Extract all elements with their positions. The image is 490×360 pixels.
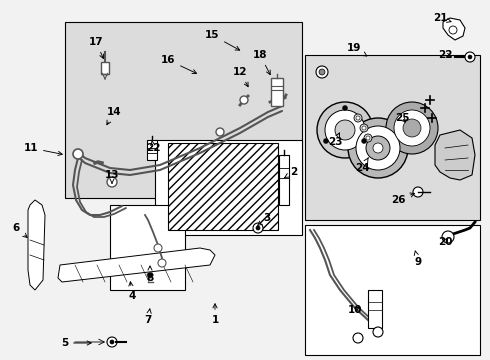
Text: 22: 22	[438, 50, 452, 60]
Circle shape	[449, 26, 457, 34]
Circle shape	[316, 66, 328, 78]
Circle shape	[158, 259, 166, 267]
Text: 9: 9	[414, 251, 421, 267]
Bar	[147, 140, 157, 160]
Bar	[368, 290, 382, 328]
Circle shape	[366, 136, 370, 140]
Text: 22: 22	[146, 140, 160, 153]
Circle shape	[216, 128, 224, 136]
Circle shape	[147, 272, 153, 278]
Bar	[168, 143, 278, 230]
Bar	[155, 140, 302, 235]
Bar	[305, 225, 480, 355]
Polygon shape	[58, 248, 215, 282]
Circle shape	[240, 96, 248, 104]
Text: 4: 4	[128, 282, 136, 301]
Circle shape	[366, 136, 390, 160]
Circle shape	[468, 55, 472, 59]
Polygon shape	[28, 200, 45, 290]
Text: 15: 15	[205, 30, 240, 50]
Circle shape	[413, 187, 423, 197]
Bar	[305, 55, 480, 220]
Circle shape	[323, 139, 328, 144]
Circle shape	[353, 333, 363, 343]
Circle shape	[317, 102, 373, 158]
Text: 7: 7	[145, 309, 152, 325]
Circle shape	[110, 340, 114, 344]
Circle shape	[107, 177, 117, 187]
Bar	[271, 78, 283, 106]
Text: 2: 2	[285, 167, 297, 177]
Polygon shape	[435, 130, 475, 180]
Text: 19: 19	[347, 43, 367, 56]
Bar	[279, 155, 289, 205]
Circle shape	[107, 337, 117, 347]
Text: 18: 18	[253, 50, 270, 75]
Text: 1: 1	[211, 304, 219, 325]
Circle shape	[394, 110, 430, 146]
Text: 11: 11	[24, 143, 62, 156]
Circle shape	[373, 143, 383, 153]
Text: 12: 12	[233, 67, 248, 87]
Bar	[65, 22, 302, 198]
Circle shape	[386, 102, 438, 154]
Circle shape	[325, 110, 365, 150]
Text: 23: 23	[328, 133, 342, 147]
Text: 25: 25	[395, 113, 409, 123]
Bar	[110, 205, 185, 290]
Circle shape	[256, 226, 260, 230]
Circle shape	[343, 105, 347, 111]
Circle shape	[362, 139, 367, 144]
Circle shape	[364, 134, 372, 142]
Circle shape	[73, 149, 83, 159]
Circle shape	[253, 223, 263, 233]
Circle shape	[335, 120, 355, 140]
Text: 26: 26	[391, 193, 415, 205]
Polygon shape	[443, 18, 465, 40]
Circle shape	[356, 116, 360, 120]
Circle shape	[465, 52, 475, 62]
Text: 8: 8	[147, 266, 154, 283]
Bar	[101, 62, 109, 74]
Circle shape	[319, 69, 325, 75]
Text: 6: 6	[13, 223, 27, 238]
Circle shape	[348, 118, 408, 178]
Text: 10: 10	[348, 305, 362, 315]
Circle shape	[442, 231, 454, 243]
Circle shape	[356, 126, 400, 170]
Text: 16: 16	[161, 55, 196, 73]
Circle shape	[354, 114, 362, 122]
Text: 14: 14	[107, 107, 122, 125]
Text: 21: 21	[433, 13, 451, 23]
Text: 24: 24	[355, 158, 369, 173]
Text: 13: 13	[105, 170, 119, 183]
Circle shape	[154, 244, 162, 252]
Circle shape	[373, 327, 383, 337]
Text: 20: 20	[438, 237, 452, 247]
Circle shape	[403, 119, 421, 137]
Text: 5: 5	[61, 338, 91, 348]
Circle shape	[362, 126, 366, 130]
Text: 17: 17	[89, 37, 104, 59]
Text: 3: 3	[258, 213, 270, 225]
Circle shape	[360, 124, 368, 132]
